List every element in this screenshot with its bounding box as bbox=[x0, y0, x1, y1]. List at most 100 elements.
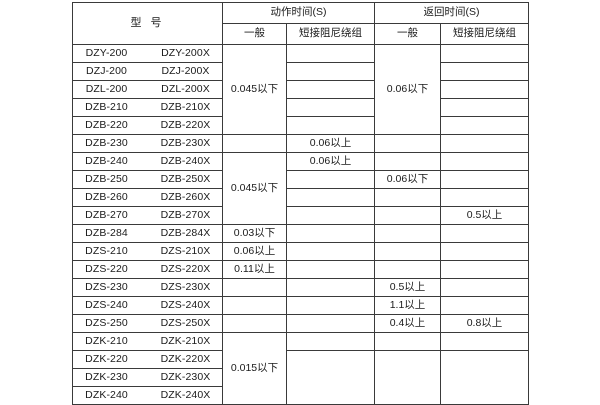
model-code-variant: DZK-230X bbox=[160, 370, 211, 383]
model-code-primary: DZB-220 bbox=[85, 118, 128, 131]
return-damped-value bbox=[440, 278, 529, 297]
return-damped-value bbox=[440, 242, 529, 261]
return-general-value: 0.4以上 bbox=[374, 314, 441, 333]
action-general-value: 0.06以上 bbox=[222, 242, 287, 261]
action-damped-value bbox=[286, 260, 375, 279]
table-row: DZB-250 DZB-250X 0.06以下 bbox=[72, 170, 529, 189]
header-return-general: 一般 bbox=[374, 23, 441, 45]
action-damped-value bbox=[286, 170, 375, 189]
return-general-value bbox=[374, 134, 441, 153]
action-damped-value bbox=[286, 188, 375, 207]
model-cell: DZS-230 DZS-230X bbox=[72, 278, 223, 297]
model-code-primary: DZL-200 bbox=[85, 82, 128, 95]
return-general-value bbox=[374, 332, 441, 351]
model-cell: DZB-220 DZB-220X bbox=[72, 116, 223, 135]
table-row: DZS-250 DZS-250X 0.4以上 0.8以上 bbox=[72, 314, 529, 333]
model-code-variant: DZB-284X bbox=[160, 226, 211, 239]
return-damped-value bbox=[440, 152, 529, 171]
model-code-variant: DZS-240X bbox=[160, 298, 211, 311]
action-damped-value bbox=[286, 350, 375, 405]
model-code-primary: DZY-200 bbox=[85, 46, 128, 59]
model-cell: DZB-284 DZB-284X bbox=[72, 224, 223, 243]
action-general-value bbox=[222, 314, 287, 333]
return-damped-value bbox=[440, 188, 529, 207]
return-damped-value bbox=[440, 260, 529, 279]
model-cell: DZB-250 DZB-250X bbox=[72, 170, 223, 189]
model-code-variant: DZK-210X bbox=[160, 334, 211, 347]
return-damped-value bbox=[440, 134, 529, 153]
return-general-value bbox=[374, 224, 441, 243]
table-row: DZB-230 DZB-230X 0.06以上 bbox=[72, 134, 529, 153]
return-damped-value bbox=[440, 170, 529, 189]
table-row: DZK-230 DZK-230X bbox=[72, 368, 529, 387]
model-code-primary: DZK-210 bbox=[85, 334, 128, 347]
model-cell: DZJ-200 DZJ-200X bbox=[72, 62, 223, 81]
action-general-value: 0.11以上 bbox=[222, 260, 287, 279]
return-damped-value bbox=[440, 62, 529, 81]
model-code-variant: DZB-260X bbox=[160, 190, 211, 203]
model-code-variant: DZS-210X bbox=[160, 244, 211, 257]
model-code-variant: DZB-240X bbox=[160, 154, 211, 167]
return-damped-value: 0.8以上 bbox=[440, 314, 529, 333]
model-cell: DZB-230 DZB-230X bbox=[72, 134, 223, 153]
return-damped-value bbox=[440, 224, 529, 243]
table-row: DZJ-200 DZJ-200X bbox=[72, 62, 529, 81]
table-row: DZS-230 DZS-230X 0.5以上 bbox=[72, 278, 529, 297]
model-code-variant: DZL-200X bbox=[161, 82, 210, 95]
action-general-value: 0.045以下 bbox=[222, 44, 287, 135]
model-code-variant: DZK-240X bbox=[160, 388, 211, 401]
model-code-variant: DZB-210X bbox=[160, 100, 211, 113]
action-damped-value bbox=[286, 44, 375, 63]
model-code-primary: DZB-240 bbox=[85, 154, 128, 167]
return-general-value bbox=[374, 350, 441, 405]
return-general-value: 1.1以上 bbox=[374, 296, 441, 315]
table-row: DZB-240 DZB-240X 0.045以下 0.06以上 bbox=[72, 152, 529, 225]
action-damped-value bbox=[286, 314, 375, 333]
header-row-top: 型 号 动作时间(S) 返回时间(S) bbox=[72, 2, 529, 45]
model-cell: DZB-240 DZB-240X bbox=[72, 152, 223, 171]
return-damped-value: 0.5以上 bbox=[440, 206, 529, 225]
return-damped-value bbox=[440, 98, 529, 117]
model-code-variant: DZS-230X bbox=[160, 280, 211, 293]
action-damped-value: 0.06以上 bbox=[286, 152, 375, 171]
table-row: DZK-220 DZK-220X bbox=[72, 350, 529, 405]
action-damped-value bbox=[286, 224, 375, 243]
model-cell: DZS-240 DZS-240X bbox=[72, 296, 223, 315]
header-row-sub: 一般 短接阻尼绕组 一般 短接阻尼绕组 bbox=[73, 23, 529, 45]
header-action-damped: 短接阻尼绕组 bbox=[286, 23, 375, 45]
table-header: 型 号 动作时间(S) 返回时间(S) 一般 短接阻尼绕组 一般 短接阻尼绕组 bbox=[72, 2, 529, 45]
model-code-primary: DZK-230 bbox=[85, 370, 128, 383]
model-code-variant: DZY-200X bbox=[161, 46, 210, 59]
return-damped-value bbox=[440, 296, 529, 315]
model-code-primary: DZB-230 bbox=[85, 136, 128, 149]
model-code-variant: DZB-220X bbox=[160, 118, 211, 131]
model-code-primary: DZB-210 bbox=[85, 100, 128, 113]
action-damped-value bbox=[286, 62, 375, 81]
model-code-primary: DZK-240 bbox=[85, 388, 128, 401]
table-row: DZL-200 DZL-200X bbox=[72, 80, 529, 99]
model-code-primary: DZB-270 bbox=[85, 208, 128, 221]
model-code-primary: DZK-220 bbox=[85, 352, 128, 365]
action-damped-value bbox=[286, 296, 375, 315]
header-return-time: 返回时间(S) bbox=[374, 2, 529, 24]
model-code-primary: DZB-250 bbox=[85, 172, 128, 185]
return-damped-value bbox=[440, 332, 529, 351]
table-row: DZS-220 DZS-220X 0.11以上 bbox=[72, 260, 529, 279]
model-code-primary: DZS-210 bbox=[85, 244, 128, 257]
model-code-primary: DZS-230 bbox=[85, 280, 128, 293]
model-cell: DZS-250 DZS-250X bbox=[72, 314, 223, 333]
table-row: DZB-284 DZB-284X 0.03以下 bbox=[72, 224, 529, 243]
header-return-damped: 短接阻尼绕组 bbox=[440, 23, 529, 45]
header-action-time: 动作时间(S) bbox=[222, 2, 375, 24]
table-row: DZS-210 DZS-210X 0.06以上 bbox=[72, 242, 529, 261]
action-general-value: 0.045以下 bbox=[222, 152, 287, 225]
return-general-value bbox=[374, 206, 441, 225]
model-cell: DZL-200 DZL-200X bbox=[72, 80, 223, 99]
model-cell: DZS-210 DZS-210X bbox=[72, 242, 223, 261]
table-row: DZY-200 DZY-200X 0.045以下 0.06以下 bbox=[72, 44, 529, 135]
action-damped-value: 0.06以上 bbox=[286, 134, 375, 153]
model-cell: DZK-240 DZK-240X bbox=[72, 386, 223, 405]
model-code-variant: DZS-250X bbox=[160, 316, 211, 329]
header-model: 型 号 bbox=[72, 2, 223, 45]
